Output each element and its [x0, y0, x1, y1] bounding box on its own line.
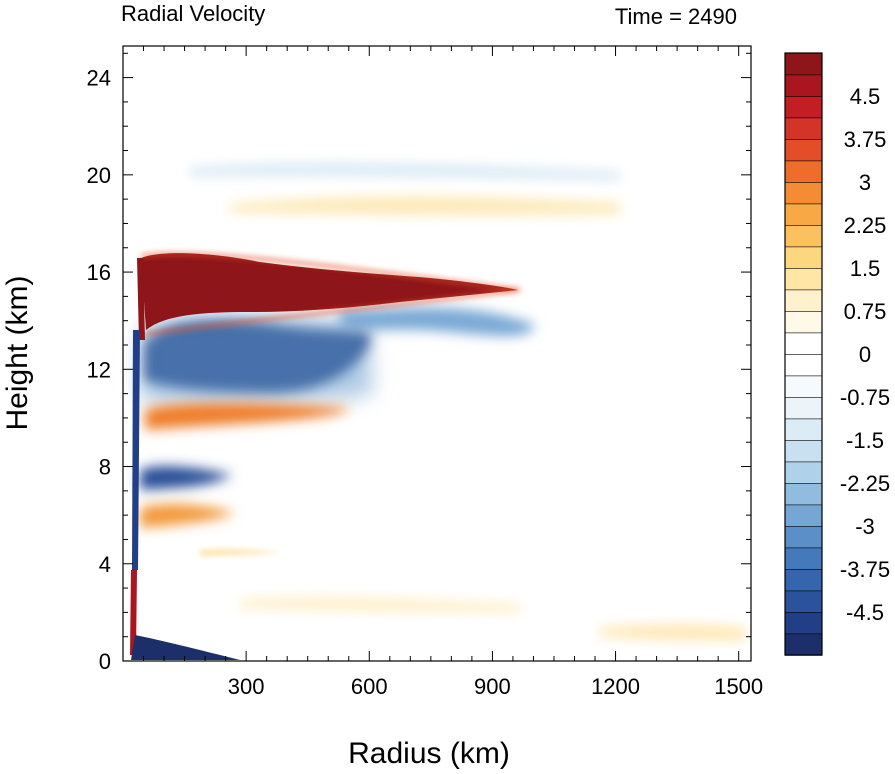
- eyewall-inflow-column: [132, 330, 140, 570]
- colorbar-label: 3.75: [844, 127, 887, 152]
- colorbar-label: -3: [855, 514, 875, 539]
- colorbar-label: -0.75: [840, 385, 890, 410]
- colorbar-swatch: [784, 332, 823, 355]
- upper-outflow-jet: [141, 253, 518, 330]
- colorbar: 4.5 3.75 3 2.25 1.5 0.75 0 -0.75 -1.5 -2.25 -3 -3.7…: [784, 52, 890, 656]
- y-tick-label: 16: [87, 260, 111, 285]
- x-tick-label: 900: [474, 674, 511, 699]
- colorbar-label: -3.75: [840, 557, 890, 582]
- plot-frame: [122, 45, 752, 662]
- upper-inflow-halo: [140, 314, 372, 405]
- axes: 300 600 900 1200 1500 0 4 8 12 16 20 24: [87, 46, 763, 699]
- upper-weak-outflow-layer: [230, 196, 620, 216]
- y-tick-label: 0: [99, 649, 111, 674]
- colorbar-label: 2.25: [844, 213, 887, 238]
- y-tick-label: 12: [87, 357, 111, 382]
- colorbar-label: 3: [859, 170, 871, 195]
- y-tick-label: 8: [99, 455, 111, 480]
- colorbar-swatch: [784, 504, 823, 527]
- colorbar-swatch: [784, 289, 823, 312]
- colorbar-swatch: [784, 418, 823, 441]
- y-axis-title: Height (km): [1, 275, 34, 430]
- colorbar-swatch: [784, 160, 823, 183]
- x-tick-label: 300: [228, 674, 265, 699]
- boundary-layer-inflow: [131, 635, 240, 660]
- near-surface-patches: [240, 597, 520, 612]
- colorbar-label: 0: [859, 342, 871, 367]
- mid-inflow-band: [140, 466, 232, 490]
- colorbar-swatch: [784, 611, 823, 635]
- colorbar-swatch: [784, 267, 823, 291]
- colorbar-swatch: [784, 246, 823, 269]
- x-tick-label: 1500: [714, 674, 763, 699]
- eyewall-low-outflow: [130, 570, 137, 655]
- y-tick-label: 24: [87, 66, 111, 91]
- colorbar-swatch: [784, 203, 823, 226]
- colorbar-swatch: [784, 375, 823, 398]
- colorbar-swatch: [784, 74, 823, 97]
- surface-patches-right: [600, 624, 745, 640]
- mid-outflow-band: [145, 403, 350, 430]
- colorbar-swatch: [784, 590, 823, 613]
- colorbar-swatch: [784, 117, 823, 140]
- eyewall-outflow-column: [137, 258, 145, 340]
- colorbar-swatch: [784, 310, 823, 334]
- colorbar-label: 1.5: [850, 256, 881, 281]
- y-tick-label: 4: [99, 552, 111, 577]
- x-axis-title: Radius (km): [348, 737, 510, 770]
- upper-outflow-jet-edge: [140, 252, 521, 336]
- upper-weak-inflow-layer: [190, 163, 620, 180]
- colorbar-swatch: [784, 181, 823, 205]
- x-tick-label: 600: [351, 674, 388, 699]
- colorbar-swatch: [784, 568, 823, 592]
- colorbar-label: 0.75: [844, 299, 887, 324]
- colorbar-swatch: [784, 547, 823, 570]
- colorbar-label: -4.5: [846, 600, 884, 625]
- colorbar-swatch: [784, 138, 823, 162]
- colorbar-label: -1.5: [846, 428, 884, 453]
- x-tick-label: 1200: [591, 674, 640, 699]
- colorbar-swatch: [784, 482, 823, 506]
- colorbar-label: -2.25: [840, 471, 890, 496]
- low-weak-outflow: [200, 549, 280, 556]
- chart-title-right: Time = 2490: [615, 4, 737, 29]
- colorbar-swatch: [784, 525, 823, 549]
- colorbar-swatch: [784, 633, 823, 656]
- chart-title-left: Radial Velocity: [121, 1, 265, 26]
- lower-outflow-band: [140, 503, 235, 528]
- colorbar-swatch: [784, 396, 823, 420]
- colorbar-swatch: [784, 95, 823, 119]
- colorbar-label: 4.5: [850, 84, 881, 109]
- inflow-extension: [340, 307, 535, 336]
- y-tick-label: 20: [87, 163, 111, 188]
- velocity-field: [130, 163, 745, 660]
- colorbar-swatch: [784, 52, 823, 76]
- colorbar-swatch: [784, 224, 823, 248]
- colorbar-swatch: [784, 353, 823, 377]
- colorbar-frame: [784, 52, 823, 656]
- colorbar-swatch: [784, 461, 823, 484]
- colorbar-swatch: [784, 439, 823, 463]
